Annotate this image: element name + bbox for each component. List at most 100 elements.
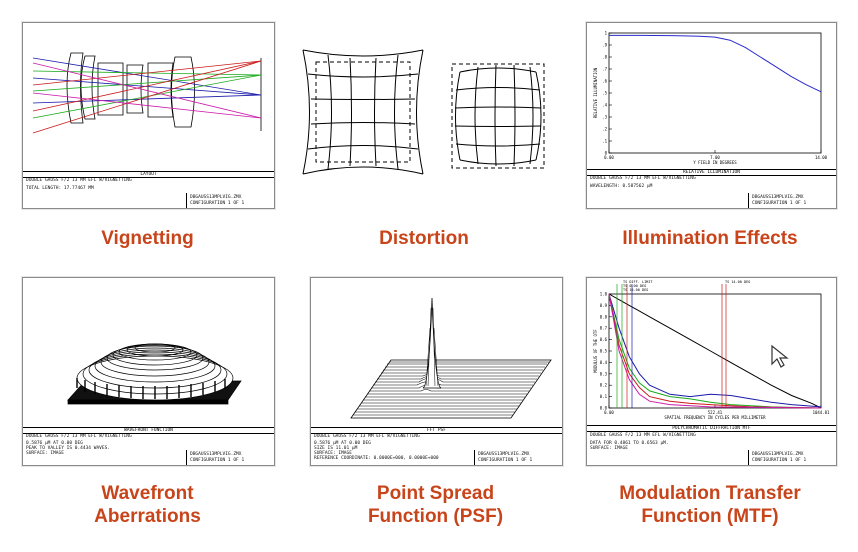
caption-distortion: Distortion [379,228,469,249]
wave-desc-line1: DOUBLE GAUSS F/2 13 MM EFL W/VIGNETTING [26,434,132,439]
caption-mtf-line1: Modulation Transfer [619,483,801,504]
wave-plot-title: WAVEFRONT FUNCTION [23,427,274,434]
barrel-grid [451,63,545,169]
ray-fan [32,57,262,134]
mtf-panel: 0.0 0.1 0.2 0.3 0.4 0.5 0.6 0.7 0.8 0.9 1.0 0.00 522… [586,277,837,466]
x-tick-label: 14.00 [815,155,828,160]
series-line-3 [608,293,822,409]
x-tick-label: 522.41 [708,410,723,415]
y-tick-label: 0.9 [600,303,608,308]
caption-illumination: Illumination Effects [622,228,798,249]
mtf-desc-line3: SURFACE: IMAGE [590,446,628,451]
x-axis-label: Y FIELD IN DEGREES [693,160,737,165]
wave-desc-line4: SURFACE: IMAGE [26,451,64,456]
psf-config: CONFIGURATION 1 OF 1 [478,458,533,463]
caption-wavefront-line2: Aberrations [94,506,201,527]
series-line-0 [608,293,822,409]
illum-config: CONFIGURATION 1 OF 1 [752,201,807,206]
series-line-1 [608,293,822,408]
y-tick-label: 0.6 [600,337,608,342]
layout-config: CONFIGURATION 1 OF 1 [190,201,245,206]
mtf-file-name: DBGAUSS13MPLVIG.ZMX [752,452,804,457]
y-tick-label: 0.4 [600,360,608,365]
layout-desc-line1: DOUBLE GAUSS F/2 13 MM EFL W/VIGNETTING [26,178,132,183]
plot-frame [608,32,822,154]
mtf-desc-line2: DATA FOR 0.4861 TO 0.6563 µM. [590,441,669,446]
psf-desc-line5: REFERENCE COORDINATE: 0.0000E+000, 0.000… [314,456,439,461]
layout-panel: LAYOUT DOUBLE GAUSS F/2 13 MM EFL W/VIGN… [22,22,275,209]
y-tick-label: 1 [605,31,608,36]
layout-file-name: DBGAUSS13MPLVIG.ZMX [190,195,242,200]
series-line-0 [609,34,822,93]
wave-config: CONFIGURATION 1 OF 1 [190,458,245,463]
mtf-top-label-1: TS 0.00 DEG [623,284,646,288]
y-tick-label: .5 [602,91,607,96]
y-tick-label: 0.5 [600,349,608,354]
psf-mesh [350,297,552,419]
caption-mtf: Modulation Transfer Function (MTF) [570,482,850,528]
psf-desc-line2: 0.5876 µM AT 0.00 DEG [314,441,371,446]
x-tick-label: 1044.81 [813,410,830,415]
y-tick-label: .3 [602,115,607,120]
psf-surface-plot [350,297,552,419]
y-tick-label: 1.0 [600,292,608,297]
wave-desc-line2: 0.5876 µM AT 0.00 DEG [26,441,83,446]
series-line-4 [608,293,822,409]
y-tick-label: 0.8 [600,314,608,319]
y-tick-label: .9 [602,43,607,48]
pincushion-grid [302,49,424,175]
y-tick-label: .6 [602,79,607,84]
y-tick-label: 0.2 [600,383,608,388]
psf-desc-line4: SURFACE: IMAGE [314,451,352,456]
caption-psf-line2: Function (PSF) [367,506,504,527]
mtf-config: CONFIGURATION 1 OF 1 [752,458,807,463]
caption-vignetting: Vignetting [101,228,194,249]
caption-mtf-line2: Function (MTF) [641,506,779,527]
wave-desc-line3: PEAK TO VALLEY IS 0.4434 WAVES. [26,446,110,451]
psf-panel: FFT PSF DOUBLE GAUSS F/2 13 MM EFL W/VIG… [310,277,563,466]
caption-psf-line1: Point Spread [376,483,495,504]
layout-plot-title: LAYOUT [23,171,274,178]
psf-plot-title: FFT PSF [311,427,562,434]
y-tick-label: .2 [602,127,607,132]
psf-desc-line3: SIZE IS 11.01 µM [314,446,358,451]
y-axis-label: MODULUS OF THE OTF [593,329,598,373]
wavefront-panel: WAVEFRONT FUNCTION DOUBLE GAUSS F/2 13 M… [22,277,275,466]
y-tick-label: .7 [602,67,607,72]
mtf-top-label-3: TS 14.00 DEG [725,280,750,284]
x-tick-label: 7.00 [710,155,720,160]
y-axis-label: RELATIVE ILLUMINATION [593,67,598,118]
mtf-chart: 0.0 0.1 0.2 0.3 0.4 0.5 0.6 0.7 0.8 0.9 1.0 0.00 522… [593,280,830,420]
y-tick-label: 0.1 [600,394,608,399]
mtf-desc-line1: DOUBLE GAUSS F/2 13 MM EFL W/VIGNETTING [590,433,696,438]
x-tick-label: 0.00 [604,410,614,415]
y-tick-label: .4 [602,103,607,108]
y-tick-label: .8 [602,55,607,60]
y-tick-label: 0 [605,151,608,156]
mtf-top-label-2: TS 10.00 DEG [623,288,648,292]
illum-desc-line1: DOUBLE GAUSS F/2 13 MM EFL W/VIGNETTING [590,176,696,181]
wavefront-surface-plot [67,343,242,405]
caption-wavefront: Wavefront Aberrations [22,482,273,528]
x-tick-label: 0.00 [604,155,614,160]
x-axis-label: SPATIAL FREQUENCY IN CYCLES PER MILLIMET… [664,415,766,420]
mtf-plot-title: POLYCHROMATIC DIFFRACTION MTF [587,425,836,432]
relative-illumination-chart: 0 .1 .2 .3 .4 .5 .6 .7 .8 .9 1 0.00 7.00 14.00 Y FIELD… [593,31,828,166]
wavefront-contours [67,343,242,405]
y-tick-label: 0.7 [600,326,608,331]
series-line-2 [608,293,822,409]
wave-file-name: DBGAUSS13MPLVIG.ZMX [190,452,242,457]
caption-wavefront-line1: Wavefront [101,483,194,504]
illum-desc-line2: WAVELENGTH: 0.587562 µM [590,184,653,189]
y-tick-label: 0.3 [600,371,608,376]
illum-plot-title: RELATIVE ILLUMINATION [587,169,836,176]
y-tick-label: .1 [602,139,607,144]
layout-desc-line2: TOTAL LENGTH: 17.77467 MM [26,186,94,191]
psf-desc-line1: DOUBLE GAUSS F/2 13 MM EFL W/VIGNETTING [314,434,420,439]
illum-file-name: DBGAUSS13MPLVIG.ZMX [752,195,804,200]
distortion-grids [302,49,545,175]
y-tick-label: 0.0 [600,406,608,411]
caption-psf: Point Spread Function (PSF) [310,482,561,528]
mtf-top-label-0: TS DIFF. LIMIT [623,280,653,284]
mouse-pointer-icon [771,344,789,368]
